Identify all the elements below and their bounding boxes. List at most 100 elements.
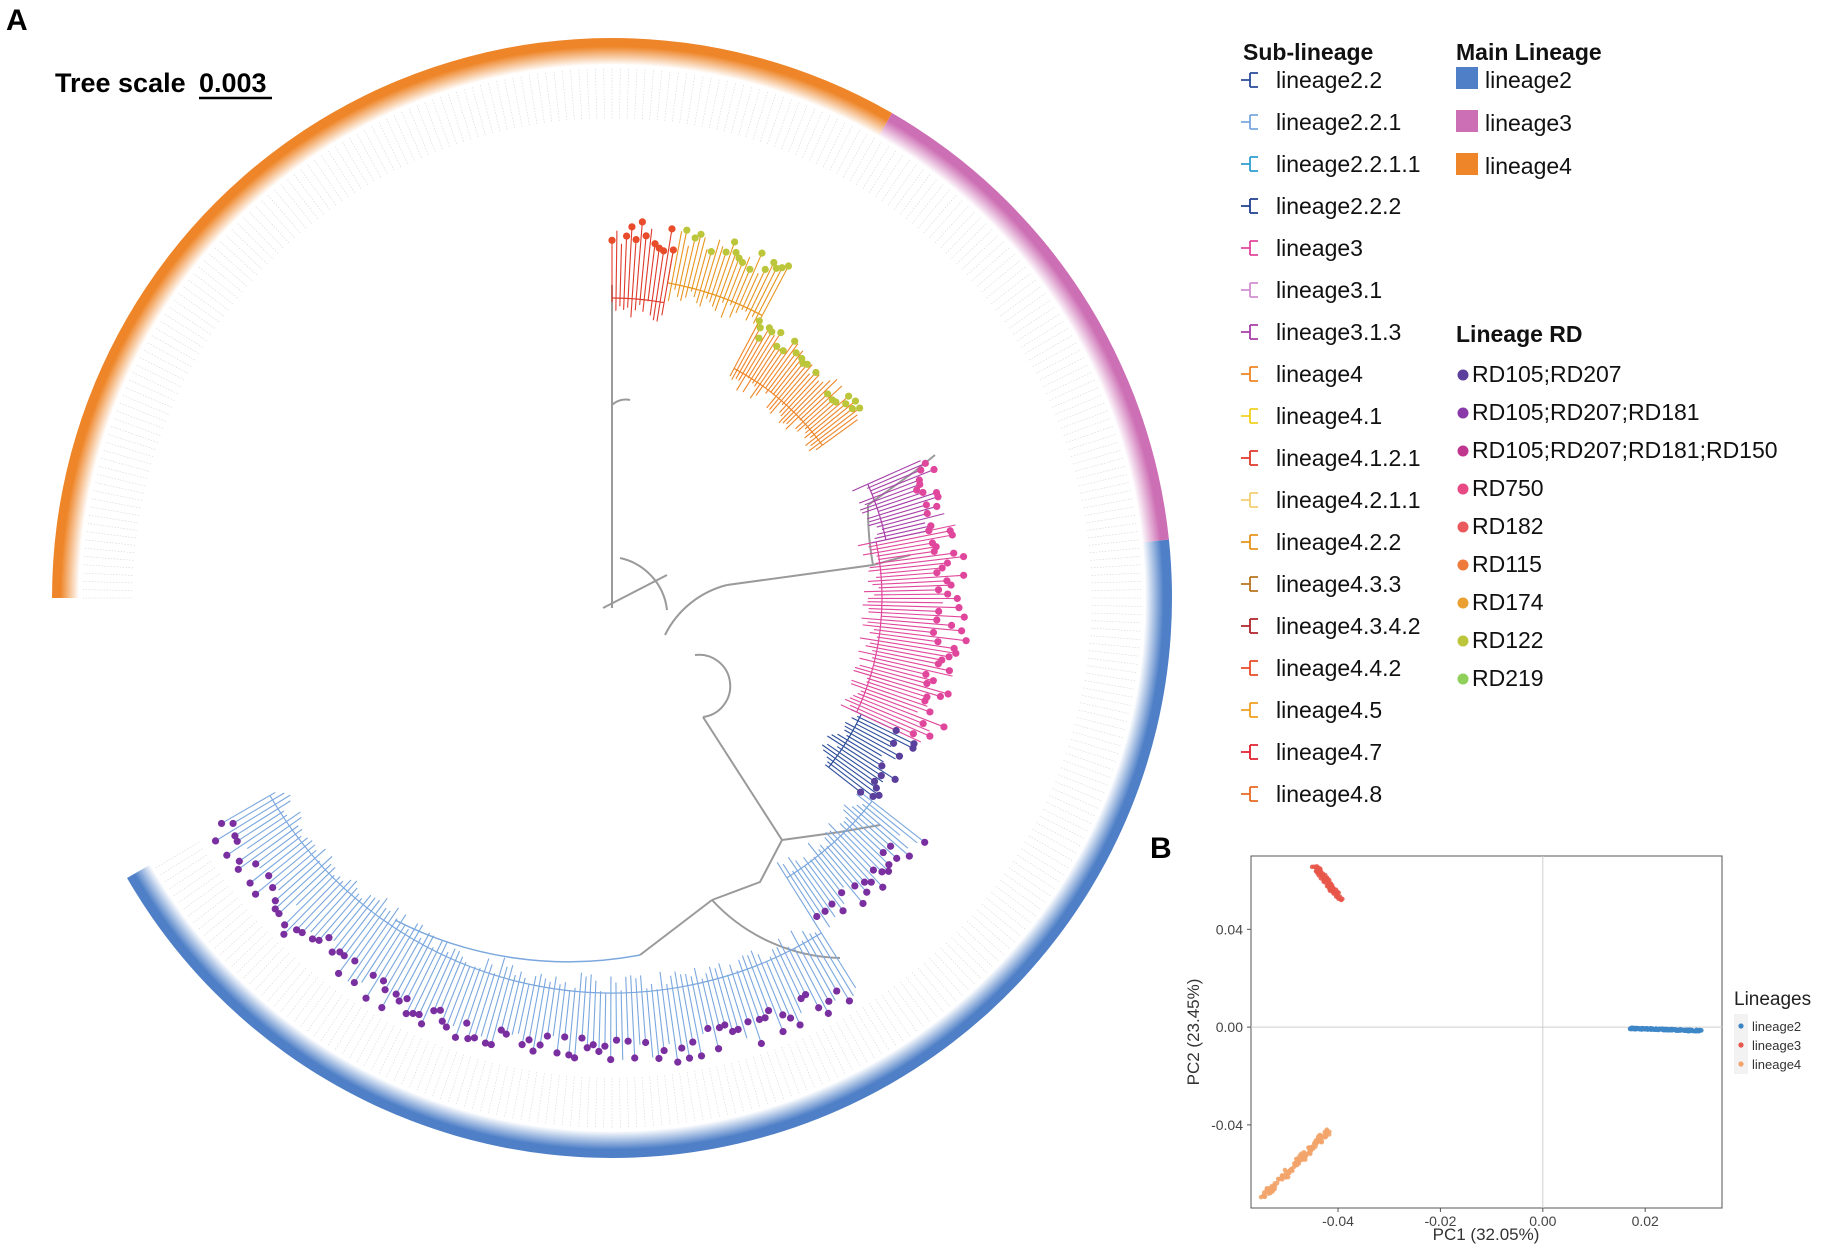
rd-marker	[578, 1034, 586, 1042]
leaf-label	[479, 84, 493, 134]
rd-marker	[734, 1025, 742, 1034]
leaf-label	[334, 145, 362, 189]
tip-branch	[771, 949, 802, 1014]
leaf-label	[440, 96, 457, 144]
rd-marker	[921, 459, 929, 467]
swatch-icon	[1456, 110, 1478, 132]
tip-branch	[840, 704, 922, 743]
rd-marker	[825, 997, 833, 1005]
leaf-label	[1013, 861, 1056, 890]
main-lineage-legend-item: lineage2	[1456, 67, 1572, 93]
rd-marker	[945, 653, 953, 661]
tip-branch	[246, 811, 301, 850]
bracket-icon	[1241, 240, 1258, 256]
leaf-label	[1058, 402, 1105, 422]
leaf-label	[512, 77, 523, 127]
swatch-icon	[1456, 67, 1478, 89]
tip-branch	[797, 400, 832, 432]
tip-branch	[674, 232, 687, 290]
rd-marker	[735, 254, 743, 262]
rd-marker	[923, 509, 931, 518]
leaf-label	[929, 957, 963, 996]
sublineage-legend: Sub-lineage lineage2.2 lineage2.2.1 lineag…	[1241, 39, 1421, 807]
tip-branch	[787, 946, 819, 1007]
main-lineage-legend-label: lineage3	[1485, 110, 1572, 136]
tip-branch	[690, 976, 704, 1035]
tip-branch	[749, 352, 783, 399]
tip-branch	[752, 269, 782, 324]
tip-branch	[876, 546, 935, 557]
tip-branch	[766, 364, 803, 409]
pca-plot-frame	[1250, 855, 1723, 1209]
leaf-label	[862, 145, 890, 189]
rd-marker	[812, 368, 820, 377]
leaf-label	[1046, 802, 1092, 824]
leaf-label	[1088, 657, 1138, 665]
bracket-icon	[1241, 786, 1258, 802]
rd-marker	[362, 994, 370, 1002]
rd-marker	[252, 860, 260, 868]
tip-branch	[373, 924, 406, 974]
leaf-label	[183, 286, 224, 317]
tip-branch	[881, 513, 945, 530]
leaf-label	[899, 173, 931, 215]
leaf-label	[701, 1069, 712, 1119]
tip-branch	[547, 976, 557, 1035]
tip-branch	[568, 987, 576, 1053]
tip-branch	[630, 975, 636, 1057]
leaf-label	[447, 93, 464, 142]
rd-marker	[293, 926, 301, 934]
leaf-label	[1063, 760, 1111, 778]
rd-marker	[553, 1049, 561, 1057]
rd-marker	[959, 553, 968, 561]
leaf-label	[83, 556, 134, 561]
rd-marker	[487, 1040, 495, 1049]
tip-branch	[843, 809, 896, 858]
tip-branch	[872, 580, 945, 586]
tip-branch	[861, 617, 950, 626]
pca-point	[1295, 1157, 1300, 1162]
leaf-label	[802, 1038, 823, 1085]
tip-branch	[875, 552, 952, 564]
rd-marker	[877, 772, 885, 780]
tip-branch	[747, 954, 769, 1009]
leaf-label	[767, 96, 784, 144]
leaf-label	[1017, 313, 1060, 342]
leaf-label	[561, 1075, 568, 1126]
ring-segment-lineage3	[878, 113, 1169, 543]
leaf-label	[905, 977, 938, 1017]
clade-arc	[867, 483, 887, 540]
leaf-label	[349, 1014, 375, 1059]
pca-legend-title: Lineages	[1734, 989, 1811, 1010]
sublineage-legend-label: lineage2.2.1	[1276, 109, 1401, 135]
rd-marker	[905, 852, 913, 860]
leaf-label	[893, 169, 924, 210]
tip-branch	[792, 870, 831, 928]
tip-branch	[750, 950, 783, 1030]
leaf-label	[626, 1077, 629, 1128]
tip-branch	[361, 914, 407, 983]
leaf-label	[432, 99, 450, 147]
leaf-label	[995, 885, 1037, 917]
leaf-label	[132, 372, 178, 394]
rd-legend-item: RD219	[1457, 665, 1544, 691]
leaf-label	[723, 82, 737, 132]
tip-branch	[741, 273, 759, 311]
leaf-label	[1086, 514, 1136, 524]
leaf-label	[1052, 788, 1099, 809]
tip-branch	[708, 966, 725, 1024]
leaf-label	[887, 164, 917, 206]
tip-branch	[676, 245, 690, 297]
leaf-label	[237, 223, 273, 259]
leaf-label	[1089, 539, 1139, 546]
leaf-label	[159, 320, 203, 348]
leaf-label	[537, 73, 545, 123]
tip-branch	[769, 956, 800, 1024]
rd-marker	[233, 837, 241, 845]
rd-marker	[430, 1007, 438, 1015]
rd-legend-label: RD182	[1472, 513, 1544, 539]
tip-branch	[680, 239, 696, 301]
bracket-icon	[1241, 408, 1258, 424]
rd-marker	[417, 1020, 426, 1028]
tip-branch	[870, 534, 951, 551]
